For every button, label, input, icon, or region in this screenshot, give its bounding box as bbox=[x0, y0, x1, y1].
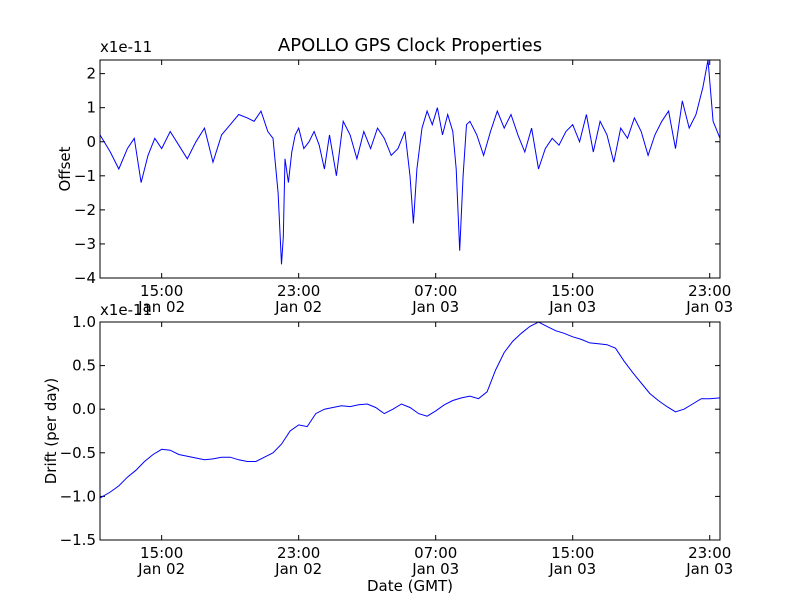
drift-ytick-label: −1.0 bbox=[60, 487, 96, 505]
figure-xlabel: Date (GMT) bbox=[367, 577, 453, 595]
offset-ytick-label: 2 bbox=[86, 65, 96, 83]
drift-xtick-label-time: 15:00 bbox=[551, 544, 594, 562]
offset-xtick-label-time: 23:00 bbox=[688, 282, 731, 300]
offset-ytick-label: −4 bbox=[74, 269, 96, 287]
offset-xtick-label-date: Jan 03 bbox=[411, 298, 459, 316]
drift-ytick-labels: −1.5 −1.0 −0.5 0.0 0.5 1.0 bbox=[60, 313, 96, 549]
offset-series-line bbox=[99, 59, 721, 265]
drift-xtick-label-time: 23:00 bbox=[688, 544, 731, 562]
offset-exponent-label: x1e-11 bbox=[100, 38, 152, 56]
drift-exponent-label: x1e-11 bbox=[100, 301, 152, 319]
drift-ytick-label: −0.5 bbox=[60, 444, 96, 462]
offset-ytick-label: −1 bbox=[74, 167, 96, 185]
offset-xtick-label-time: 15:00 bbox=[140, 282, 183, 300]
offset-ytick-label: 0 bbox=[86, 133, 96, 151]
offset-ylabel: Offset bbox=[56, 146, 74, 191]
drift-ylabel: Drift (per day) bbox=[42, 378, 60, 485]
drift-subplot: x1e-11 Drift (per day) −1.5 −1.0 −0.5 0.0 0.… bbox=[42, 301, 733, 578]
figure-title: APOLLO GPS Clock Properties bbox=[278, 35, 542, 56]
offset-xtick-label-date: Jan 02 bbox=[274, 298, 322, 316]
drift-ytick-label: 0.5 bbox=[72, 357, 96, 375]
drift-xtick-label-date: Jan 03 bbox=[685, 560, 733, 578]
drift-axes-frame bbox=[99, 321, 721, 541]
offset-ytick-labels: −4 −3 −2 −1 0 1 2 bbox=[74, 65, 96, 287]
drift-ytick-label: −1.5 bbox=[60, 531, 96, 549]
offset-axes-frame bbox=[99, 59, 721, 279]
offset-ytick-label: −3 bbox=[74, 235, 96, 253]
offset-xtick-label-time: 23:00 bbox=[277, 282, 320, 300]
drift-xtick-label-date: Jan 03 bbox=[548, 560, 596, 578]
offset-xtick-label-time: 15:00 bbox=[551, 282, 594, 300]
offset-xtick-label-date: Jan 03 bbox=[548, 298, 596, 316]
drift-series-line bbox=[99, 321, 721, 499]
drift-xtick-label-date: Jan 02 bbox=[274, 560, 322, 578]
drift-ytick-label: 0.0 bbox=[72, 400, 96, 418]
drift-ytick-label: 1.0 bbox=[72, 313, 96, 331]
drift-xtick-label-time: 23:00 bbox=[277, 544, 320, 562]
drift-xtick-label-time: 15:00 bbox=[140, 544, 183, 562]
offset-xtick-label-time: 07:00 bbox=[414, 282, 457, 300]
offset-xtick-label-date: Jan 03 bbox=[685, 298, 733, 316]
offset-xtick-label-date: Jan 02 bbox=[137, 298, 185, 316]
drift-xtick-label-date: Jan 02 bbox=[137, 560, 185, 578]
offset-ytick-label: −2 bbox=[74, 201, 96, 219]
drift-xtick-label-time: 07:00 bbox=[414, 544, 457, 562]
offset-ytick-label: 1 bbox=[86, 99, 96, 117]
drift-xtick-label-date: Jan 03 bbox=[411, 560, 459, 578]
